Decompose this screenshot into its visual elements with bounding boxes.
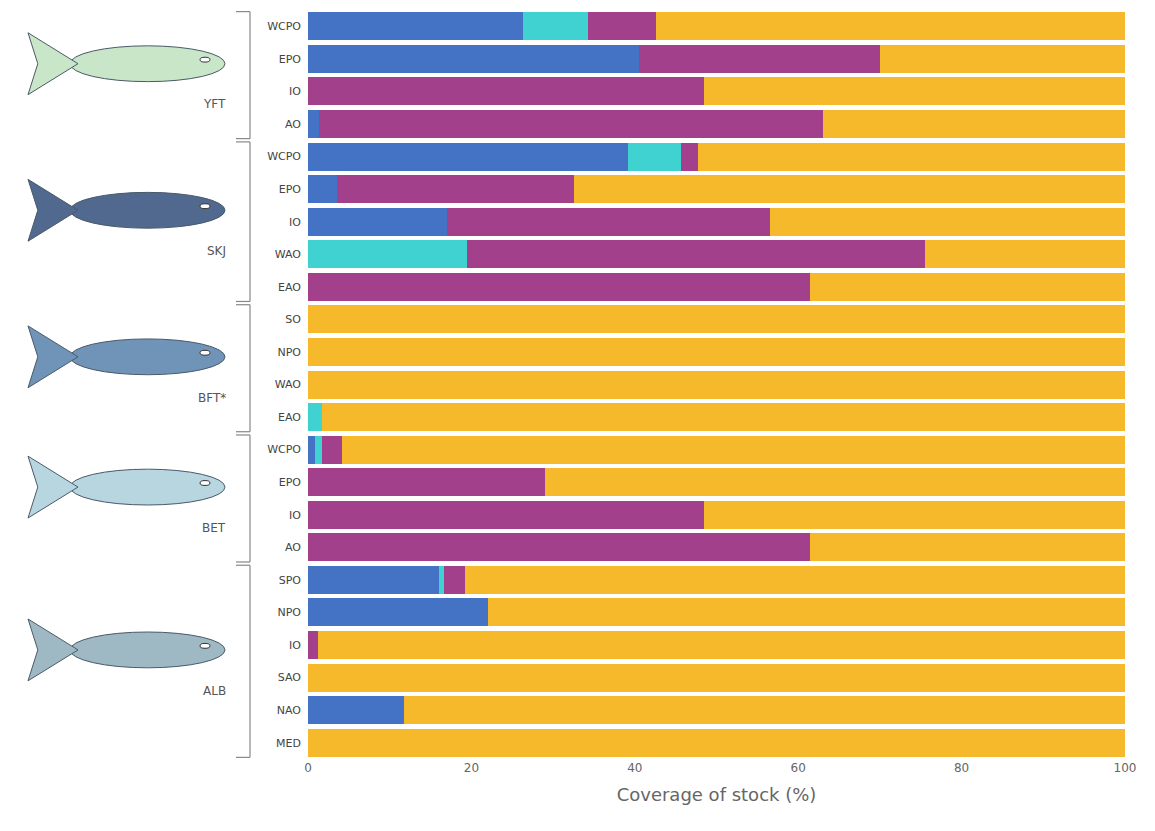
svg-text:SAO: SAO (278, 671, 302, 684)
svg-text:NPO: NPO (277, 606, 301, 619)
svg-text:IO: IO (289, 216, 301, 229)
svg-text:SKJ: SKJ (207, 244, 226, 258)
svg-text:0: 0 (304, 761, 312, 775)
svg-text:WCPO: WCPO (267, 20, 301, 33)
svg-text:EPO: EPO (279, 476, 302, 489)
svg-text:40: 40 (627, 761, 642, 775)
svg-text:IO: IO (289, 639, 301, 652)
svg-text:EAO: EAO (278, 281, 301, 294)
svg-text:YFT: YFT (203, 97, 226, 111)
svg-text:EPO: EPO (279, 53, 302, 66)
svg-text:NAO: NAO (277, 704, 302, 717)
svg-text:ALB: ALB (203, 684, 226, 698)
svg-text:20: 20 (464, 761, 479, 775)
svg-text:80: 80 (954, 761, 969, 775)
svg-text:NPO: NPO (277, 346, 301, 359)
svg-text:IO: IO (289, 509, 301, 522)
svg-text:WAO: WAO (275, 248, 302, 261)
svg-text:AO: AO (285, 541, 301, 554)
svg-text:EAO: EAO (278, 411, 301, 424)
svg-text:BFT*: BFT* (198, 391, 226, 405)
svg-text:EPO: EPO (279, 183, 302, 196)
svg-text:MED: MED (276, 737, 301, 750)
svg-text:60: 60 (791, 761, 806, 775)
svg-text:100: 100 (1114, 761, 1137, 775)
svg-text:WCPO: WCPO (267, 150, 301, 163)
svg-text:SO: SO (285, 313, 301, 326)
svg-text:SPO: SPO (279, 574, 302, 587)
svg-text:BET: BET (202, 521, 226, 535)
svg-text:AO: AO (285, 118, 301, 131)
svg-text:WAO: WAO (275, 378, 302, 391)
svg-text:Coverage of stock (%): Coverage of stock (%) (617, 784, 817, 805)
svg-text:IO: IO (289, 85, 301, 98)
svg-text:WCPO: WCPO (267, 443, 301, 456)
